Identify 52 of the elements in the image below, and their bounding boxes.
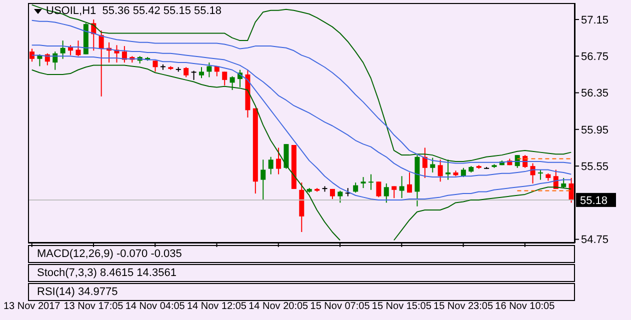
candlestick [276, 147, 282, 175]
x-tick-label: 16 Nov 10:05 [495, 301, 556, 312]
candlestick [260, 159, 266, 200]
candlestick [568, 177, 574, 204]
candlestick [206, 62, 212, 78]
x-tick-label: 13 Nov 17:05 [64, 301, 124, 312]
y-tick-label: 55.95 [581, 124, 609, 136]
candlestick [360, 176, 366, 189]
ref-line-label: 55.18 [580, 194, 608, 207]
candlestick [353, 182, 358, 194]
candlestick [407, 172, 412, 194]
candlestick [60, 40, 66, 60]
x-tick-label: 15 Nov 23:05 [434, 301, 494, 312]
y-tick-label: 54.75 [581, 234, 609, 246]
y-tick-label: 56.35 [581, 88, 609, 100]
candlestick [430, 157, 436, 173]
candlestick [184, 66, 189, 78]
candlestick [392, 186, 397, 199]
text: MACD(12,26,9) -0.070 -0.035 [28, 245, 575, 263]
candlestick [446, 159, 451, 180]
candlestick [198, 66, 204, 79]
x-tick-label: 14 Nov 04:05 [125, 301, 186, 312]
x-tick-label: 13 Nov 2017 [3, 301, 61, 312]
candlestick [30, 48, 34, 62]
y-tick-label: 55.55 [581, 160, 609, 173]
candlestick [422, 147, 428, 178]
candlestick [368, 174, 374, 190]
candlestick [438, 159, 443, 182]
candlestick [561, 177, 566, 189]
candlestick [191, 70, 196, 80]
text: Stoch(7,3,3) 8.4615 14.3561 [28, 264, 575, 282]
x-tick-label: 14 Nov 20:05 [248, 301, 309, 312]
candlestick [122, 46, 127, 64]
candlestick [268, 156, 274, 175]
candlestick [460, 167, 466, 178]
candlestick [284, 144, 289, 170]
x-tick-label: 15 Nov 07:05 [310, 301, 370, 312]
candlestick [152, 60, 158, 72]
candlestick [399, 176, 404, 199]
candlestick [76, 40, 81, 57]
candlestick [230, 76, 235, 91]
chart-title: USOIL,H1 55.36 55.42 55.15 55.18 [46, 5, 222, 17]
text: RSI(14) 34.9775 [28, 283, 575, 301]
candlestick [538, 169, 543, 180]
candlestick [222, 71, 228, 86]
y-tick-label: 57.15 [581, 14, 609, 26]
candlestick [384, 182, 389, 204]
candlestick [338, 190, 343, 204]
x-tick-label: 15 Nov 15:05 [372, 301, 432, 312]
y-tick-label: 56.75 [581, 51, 609, 64]
x-tick-label: 14 Nov 12:05 [187, 301, 247, 312]
candlestick [376, 181, 382, 198]
